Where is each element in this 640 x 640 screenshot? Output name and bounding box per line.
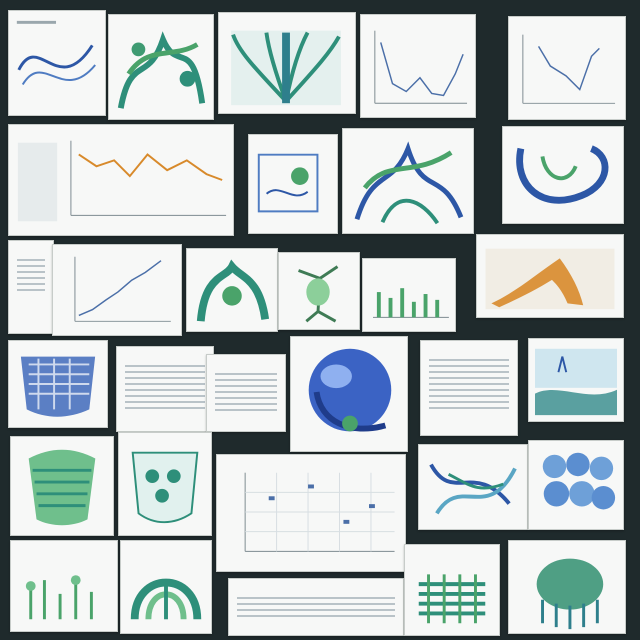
thumbnail-green-figure: [278, 252, 360, 330]
thumbnail-green-arch: [120, 540, 212, 634]
thumbnail-radial-teal: [218, 12, 356, 114]
thumbnail-text-doc-3: [206, 354, 286, 432]
thumbnail-green-ribs: [404, 544, 500, 636]
thumbnail-green-dome: [508, 540, 626, 634]
thumbnail-plants: [10, 540, 118, 632]
thumbnail-green-stack: [10, 436, 114, 536]
thumbnail-line-plot-small: [508, 16, 626, 120]
thumbnail-organic-green-2: [186, 248, 278, 332]
thumbnail-organic-green: [108, 14, 214, 120]
thumbnail-orange-shape: [476, 234, 624, 318]
thumbnail-blue-grid-blob: [8, 340, 108, 428]
thumbnail-grid-scatter: [216, 454, 406, 572]
thumbnail-rising-line: [52, 244, 182, 336]
thumbnail-diagram: [248, 134, 338, 234]
thumbnail-curled-blue: [502, 126, 624, 224]
thumbnail-branching: [342, 128, 474, 234]
thumbnail-green-bars: [362, 258, 456, 332]
thumbnail-line-plot: [360, 14, 476, 118]
thumbnail-text-doc-5: [228, 578, 404, 636]
thumbnail-teal-blocks: [118, 432, 212, 536]
thumbnail-blue-tangle: [418, 444, 528, 530]
thumbnail-blue-bubbles: [528, 440, 624, 530]
thumbnail-text-doc: [8, 240, 54, 334]
thumbnail-landscape: [528, 338, 624, 422]
thumbnail-text-doc-4: [420, 340, 518, 436]
thumbnail-orange-line-chart: [8, 124, 234, 236]
thumbnail-blue-curves: [8, 10, 106, 116]
thumbnail-text-doc-2: [116, 346, 214, 432]
thumbnail-blue-sphere: [290, 336, 408, 452]
